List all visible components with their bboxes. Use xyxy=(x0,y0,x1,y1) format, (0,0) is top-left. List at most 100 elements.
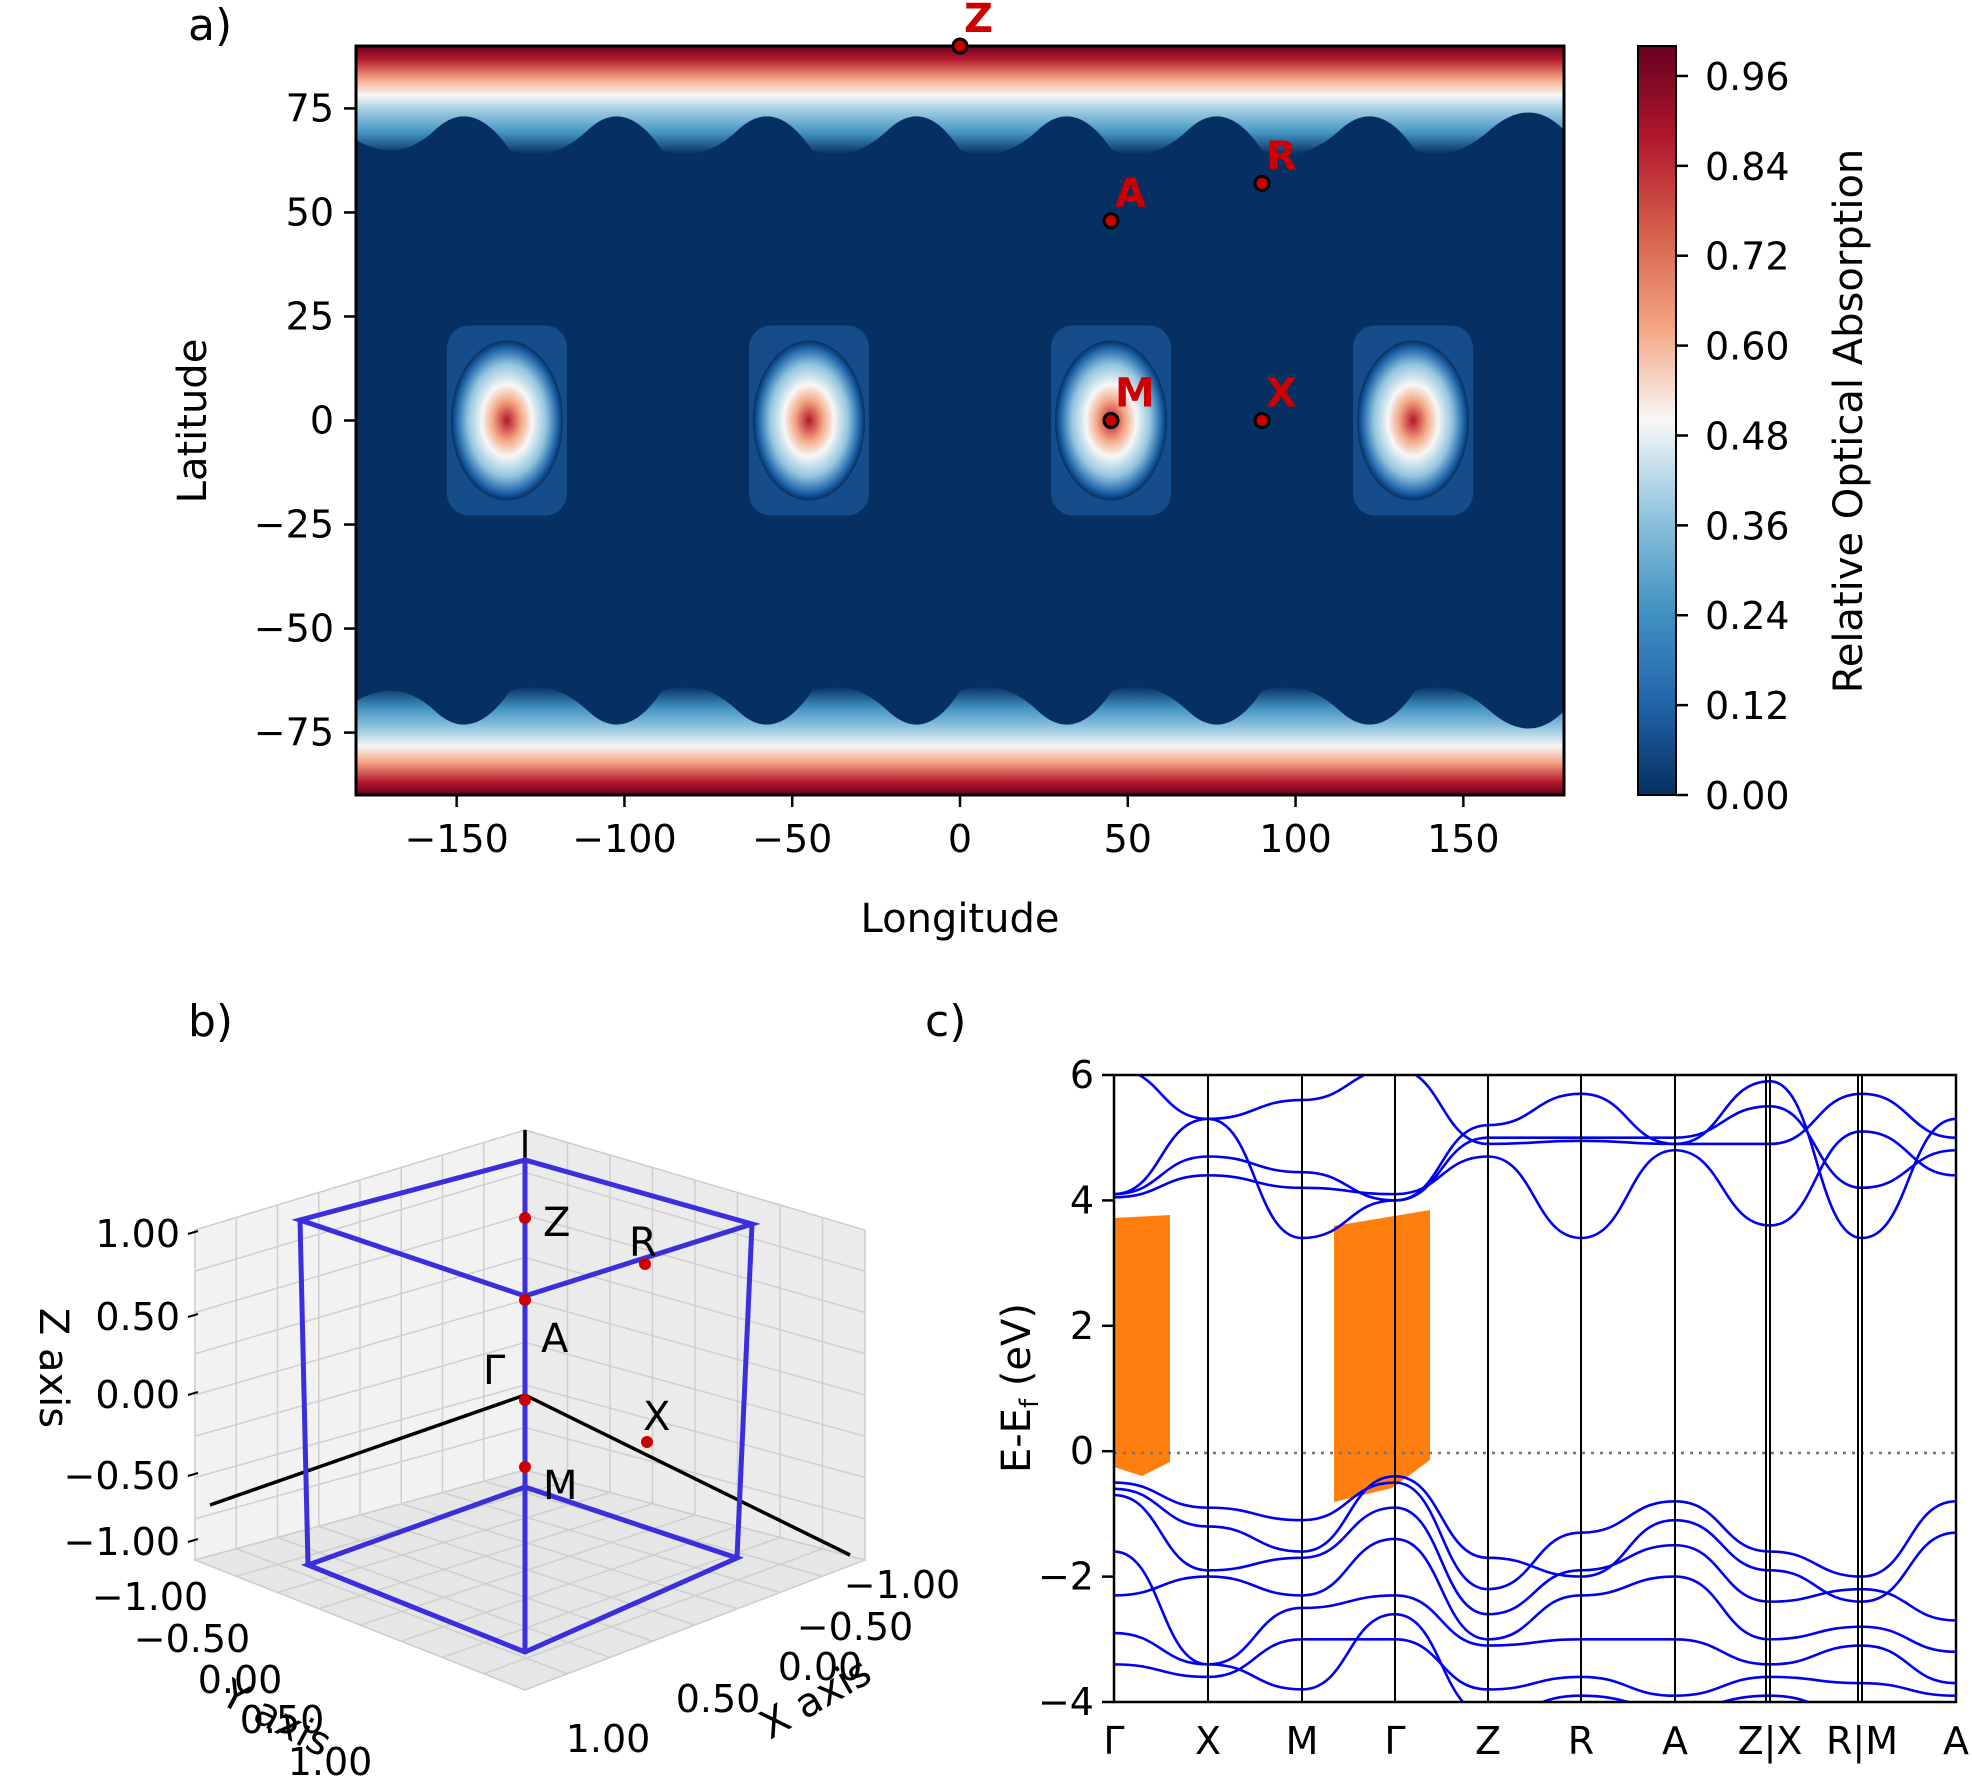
x-tick-label: −100 xyxy=(572,817,676,861)
band-y-label-sub: f xyxy=(1015,1398,1045,1408)
bz-point-label-R: R xyxy=(629,1220,657,1266)
k-label: R xyxy=(1568,1719,1594,1763)
bz-point-Z xyxy=(519,1212,531,1224)
x-tick-label: −1.00 xyxy=(844,1563,960,1607)
colorbar-tick-label: 0.24 xyxy=(1705,594,1790,638)
y-tick-label: 75 xyxy=(286,86,334,130)
k-label: Γ xyxy=(1103,1719,1124,1763)
colorbar-ticks: 0.96 0.84 0.72 0.60 0.48 0.36 0.24 0.12 0.00 xyxy=(1676,55,1790,818)
band-gap-region-2 xyxy=(1334,1210,1430,1502)
k-label: Γ xyxy=(1384,1719,1405,1763)
x-ticks: −1.00−0.500.00 0.50 1.00 xyxy=(566,1563,961,1761)
heatmap-area xyxy=(356,46,1564,795)
x-tick-label: −50 xyxy=(752,817,832,861)
y-tick-label: −25 xyxy=(254,503,334,547)
point-label-A: A xyxy=(1115,171,1146,217)
y-tick-label: −0.50 xyxy=(134,1617,250,1661)
point-X xyxy=(1253,412,1271,429)
absorption-hot-spots xyxy=(447,325,1473,516)
band-y-label-main: E-E xyxy=(994,1408,1040,1473)
bz-point-M xyxy=(519,1461,531,1473)
band-y-tick-label: 4 xyxy=(1070,1178,1094,1222)
heatmap-x-label: Longitude xyxy=(861,896,1060,942)
band-line-8 xyxy=(1114,1537,1956,1654)
band-line-7 xyxy=(1114,1493,1956,1622)
band-y-tick-label: 2 xyxy=(1070,1304,1094,1348)
band-structure-lines xyxy=(1114,1075,1956,1702)
grid-line xyxy=(442,1536,781,1659)
k-label: X xyxy=(1195,1719,1221,1763)
3d-panes xyxy=(192,1128,868,1691)
heatmap-points: Z R A M X xyxy=(951,0,1297,429)
grid-line xyxy=(524,1426,866,1520)
point-label-X: X xyxy=(1266,371,1297,417)
grid-line xyxy=(483,1548,823,1675)
grid-line xyxy=(442,1491,781,1594)
z-tick-mark xyxy=(187,1230,199,1235)
panel-a-label: a) xyxy=(188,0,232,51)
z-tick-label: 1.00 xyxy=(95,1212,180,1256)
band-plot-frame xyxy=(1112,1073,1958,1704)
band-line-2 xyxy=(1114,1105,1956,1202)
grid-line xyxy=(524,1341,866,1437)
band-gap-region-1 xyxy=(1114,1215,1170,1476)
band-y-tick-label: −4 xyxy=(1038,1680,1094,1724)
band-y-tick-label: 6 xyxy=(1070,1053,1094,1097)
x-tick-label: 50 xyxy=(1104,817,1152,861)
band-y-label: E-Ef (eV) xyxy=(994,1303,1045,1473)
cube-edge-left xyxy=(297,1219,311,1566)
point-A xyxy=(1102,212,1120,230)
band-plot-area xyxy=(1114,1075,1956,1702)
colorbar-tick-label: 0.60 xyxy=(1705,325,1790,369)
heatmap-y-ticks: 75 50 25 0 −25 −50 −75 xyxy=(254,86,356,755)
grid-line xyxy=(194,1384,526,1479)
bz-point-label-A: A xyxy=(541,1316,569,1362)
colorbar-tick-label: 0.00 xyxy=(1705,774,1790,818)
colorbar-label: Relative Optical Absorption xyxy=(1826,149,1872,694)
3d-grid xyxy=(194,1142,866,1675)
z-tick-mark xyxy=(187,1472,199,1477)
grid-line xyxy=(194,1299,526,1396)
band-line-9 xyxy=(1114,1594,1956,1685)
heatmap-x-ticks: −150 −100 −50 0 50 100 150 xyxy=(404,795,1500,861)
k-label: A xyxy=(1943,1719,1969,1763)
band-y-label-unit: (eV) xyxy=(994,1303,1040,1399)
bz-point-Γ xyxy=(519,1394,531,1406)
z-tick-mark xyxy=(187,1391,199,1396)
x-tick-label: 0.50 xyxy=(676,1677,761,1721)
high-symmetry-points: Z R AΓ X M xyxy=(483,1200,670,1509)
bz-point-A xyxy=(519,1294,531,1306)
heatmap-y-label: Latitude xyxy=(170,339,216,504)
colorbar xyxy=(1637,45,1677,796)
k-label: Z xyxy=(1475,1719,1501,1763)
band-line-5 xyxy=(1114,1481,1956,1591)
hot-spot-2 xyxy=(753,340,865,501)
k-label: M xyxy=(1286,1719,1319,1763)
grid-line xyxy=(524,1384,866,1479)
x-tick-label: −150 xyxy=(404,817,508,861)
band-line-6 xyxy=(1114,1474,1956,1603)
cube-edge-right xyxy=(734,1223,755,1559)
bz-point-label-X: X xyxy=(643,1394,670,1440)
band-y-ticks: 6 4 2 0 −2 −4 xyxy=(1038,1053,1114,1724)
hot-spot-4 xyxy=(1357,340,1469,501)
y-tick-label: 0 xyxy=(310,399,334,443)
band-k-labels: Γ X M Γ Z R A Z|X R|M A xyxy=(1103,1719,1969,1764)
panel-b-label: b) xyxy=(188,996,233,1047)
z-tick-label: −0.50 xyxy=(64,1454,180,1498)
panel-c-label: c) xyxy=(925,996,966,1047)
k-label: A xyxy=(1662,1719,1688,1763)
x-tick-label: 1.00 xyxy=(566,1717,651,1761)
k-path-dividers xyxy=(1207,1075,1863,1702)
x-tick-label: 0.00 xyxy=(778,1645,863,1689)
x-axis-line xyxy=(524,1393,851,1557)
x-tick-label: 150 xyxy=(1427,817,1500,861)
y-tick-label: −1.00 xyxy=(92,1575,208,1619)
y-ticks: −1.00−0.500.000.501.00 xyxy=(92,1575,373,1780)
z-tick-label: 0.50 xyxy=(95,1295,180,1339)
bz-point-label-Γ: Γ xyxy=(483,1348,506,1394)
y-tick-label: 1.00 xyxy=(288,1740,373,1780)
z-ticks: 1.00 0.50 0.00 −0.50 −1.00 xyxy=(64,1212,199,1564)
y-tick-label: −75 xyxy=(254,711,334,755)
